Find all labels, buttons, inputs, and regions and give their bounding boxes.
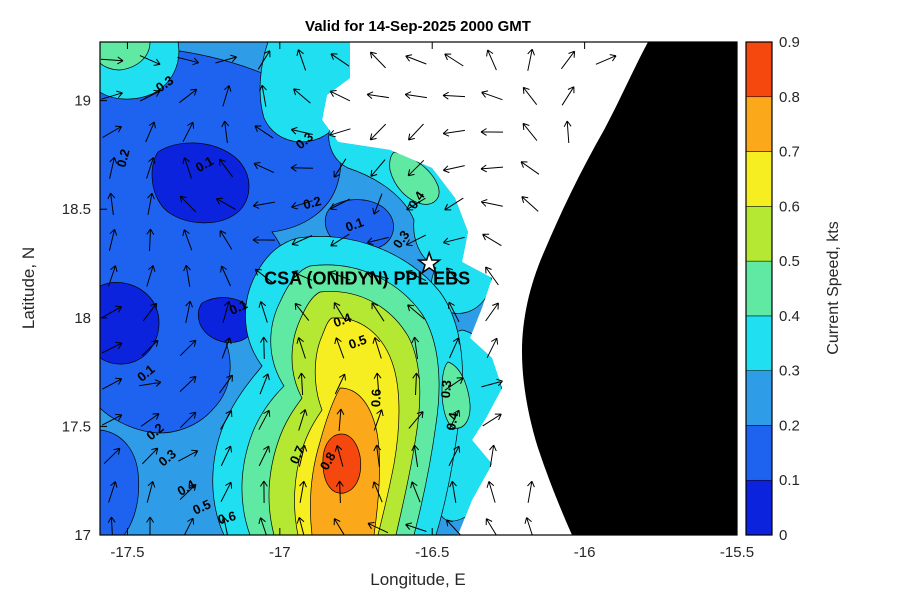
- colorbar-band: [745, 96, 773, 152]
- colorbar-band: [745, 151, 773, 207]
- contour-region: [197, 297, 256, 343]
- contour-label: 0.1: [343, 214, 365, 234]
- station-label: CSA (ONIDYN) PPL EBS: [264, 269, 470, 289]
- contour-label: 0.3: [438, 379, 455, 398]
- colorbar-tick-label: 0.6: [779, 198, 800, 215]
- y-tick-label: 17: [74, 527, 91, 544]
- x-tick-label: -16: [574, 544, 596, 561]
- contour-field: [100, 42, 502, 535]
- station-star-icon: [416, 250, 442, 275]
- y-tick-label: 17.5: [62, 418, 91, 435]
- plot-frame: [99, 41, 738, 536]
- contour-label: 0.5: [347, 332, 369, 352]
- colorbar-tick-label: 0.9: [779, 34, 800, 51]
- quiver-arrows: [100, 48, 617, 535]
- land-mass: [522, 42, 737, 535]
- x-tick-label: -15.5: [720, 544, 754, 561]
- x-axis-ticks: -17.5 -17 -16.5 -16 -15.5: [110, 42, 754, 561]
- contour-label: 0.4: [331, 310, 354, 331]
- x-axis-label: Longitude, E: [370, 570, 465, 589]
- colorbar-band: [745, 206, 773, 262]
- colorbar-band: [745, 370, 773, 426]
- contour-label: 0.1: [227, 297, 250, 318]
- y-axis-ticks: 19 18.5 18 17.5 17: [62, 93, 737, 544]
- contour-label: 0.6: [216, 508, 237, 527]
- current-arrows: [100, 48, 617, 535]
- contour-label: 0.4: [443, 410, 461, 431]
- colorbar-tick-label: 0.4: [779, 308, 800, 325]
- contour-region: [100, 42, 151, 71]
- y-tick-label: 19: [74, 93, 91, 110]
- colorbar-tick-label: 0.1: [779, 472, 800, 489]
- map-layers: 0.30.2 0.10.30.20.10.40.30.10.10.20.30.40…: [100, 42, 737, 535]
- colorbar-band: [745, 425, 773, 481]
- contour-label: 0.2: [301, 193, 322, 212]
- colorbar-tick-label: 0.8: [779, 89, 800, 106]
- y-axis-label: Latitude, N: [19, 247, 38, 329]
- x-tick-label: -17: [269, 544, 291, 561]
- colorbar: 0 0.1 0.2 0.3 0.4 0.5 0.6 0.7 0.8 0.9: [745, 34, 800, 544]
- y-tick-label: 18.5: [62, 201, 91, 218]
- colorbar-label: Current Speed, kts: [825, 221, 842, 354]
- x-tick-label: -17.5: [110, 544, 144, 561]
- contour-label: 0.7: [287, 444, 308, 467]
- colorbar-band: [745, 479, 773, 536]
- station-marker: CSA (ONIDYN) PPL EBS: [264, 250, 470, 289]
- contour-label: 0.6: [368, 389, 384, 408]
- colorbar-band: [745, 41, 773, 98]
- chart-title: Valid for 14-Sep-2025 2000 GMT: [305, 18, 531, 35]
- colorbar-tick-label: 0.5: [779, 253, 800, 270]
- colorbar-band: [745, 260, 773, 317]
- colorbar-band: [745, 315, 773, 371]
- x-tick-label: -16.5: [415, 544, 449, 561]
- colorbar-frame: [745, 41, 773, 536]
- colorbar-tick-label: 0.3: [779, 363, 800, 380]
- contour-label: 0.2: [113, 147, 132, 168]
- y-tick-label: 18: [74, 310, 91, 327]
- contour-region: [100, 282, 160, 365]
- colorbar-tick-label: 0.2: [779, 417, 800, 434]
- colorbar-tick-label: 0.7: [779, 144, 800, 161]
- colorbar-tick-label: 0: [779, 527, 787, 544]
- contour-region: [389, 151, 440, 205]
- contour-label: 0.5: [190, 496, 213, 517]
